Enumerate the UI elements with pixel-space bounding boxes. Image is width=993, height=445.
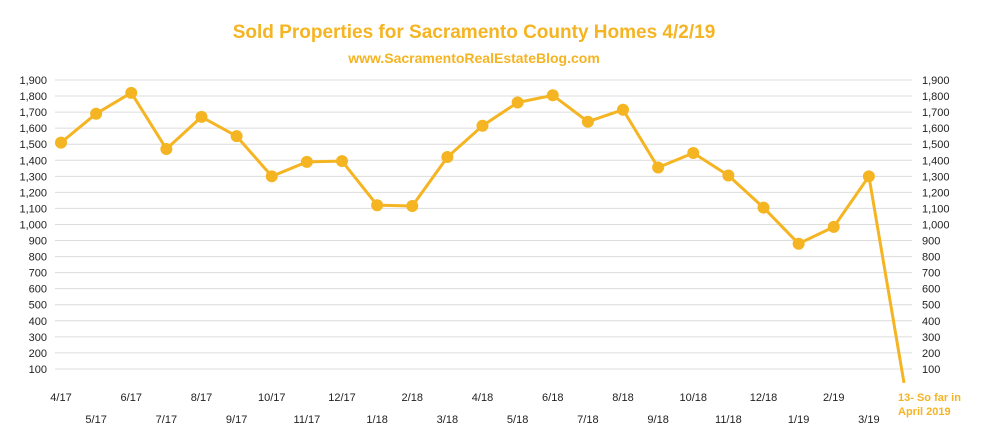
data-point: [90, 107, 103, 120]
chart-title: Sold Properties for Sacramento County Ho…: [233, 22, 716, 43]
y-tick-label-right: 1,100: [922, 203, 950, 215]
y-tick-label-right: 900: [922, 236, 940, 248]
y-tick-label-left: 200: [29, 348, 47, 360]
data-point: [476, 119, 489, 132]
series-sold-properties: [55, 86, 906, 384]
data-point: [617, 103, 629, 116]
x-tick-label: 3/18: [437, 414, 458, 426]
y-tick-label-left: 800: [29, 252, 47, 264]
data-point: [652, 161, 665, 174]
data-point: [265, 170, 278, 183]
data-point: [441, 151, 454, 164]
y-tick-label-right: 1,900: [922, 75, 950, 87]
y-tick-label-left: 300: [29, 332, 47, 344]
y-axis-right: 100 200 300 400 500 600 700 800 900 1,000 1,100 1,2…: [922, 75, 950, 376]
x-tick-label: 2/18: [402, 392, 423, 404]
y-tick-label-right: 1,700: [922, 107, 950, 119]
x-tick-label: 1/18: [366, 414, 387, 426]
y-tick-label-right: 1,500: [922, 139, 950, 151]
x-tick-label: 4/17: [50, 392, 71, 404]
x-tick-label: 6/17: [121, 392, 142, 404]
y-tick-label-right: 1,300: [922, 171, 950, 183]
y-tick-label-right: 400: [922, 316, 940, 328]
y-tick-label-left: 1,600: [19, 123, 47, 135]
data-point: [195, 110, 208, 123]
y-tick-label-right: 1,000: [922, 219, 950, 231]
data-point: [371, 199, 384, 212]
x-tick-label: 10/17: [258, 392, 286, 404]
x-tick-label: 8/18: [612, 392, 633, 404]
y-tick-label-left: 1,900: [19, 75, 47, 87]
data-point: [406, 200, 419, 213]
y-tick-label-left: 1,000: [19, 219, 47, 231]
y-tick-label-right: 600: [922, 284, 940, 296]
y-tick-label-left: 1,500: [19, 139, 47, 151]
y-tick-label-right: 500: [922, 300, 940, 312]
x-tick-label: 3/19: [858, 414, 879, 426]
data-point: [722, 169, 735, 182]
x-tick-label: 1/19: [788, 414, 809, 426]
data-point: [230, 130, 243, 143]
x-tick-label: 9/18: [647, 414, 668, 426]
y-tick-label-left: 400: [29, 316, 47, 328]
y-tick-label-left: 1,800: [19, 91, 47, 103]
chart-subtitle: www.SacramentoRealEstateBlog.com: [347, 50, 600, 66]
x-tick-label: 5/18: [507, 414, 528, 426]
y-tick-label-left: 600: [29, 284, 47, 296]
y-tick-label-right: 1,200: [922, 187, 950, 199]
x-tick-label: 6/18: [542, 392, 563, 404]
data-point: [160, 143, 173, 156]
x-tick-label: 12/18: [750, 392, 778, 404]
y-axis-left: 100 200 300 400 500 600 700 800 900 1,000 1,100 1,2…: [19, 75, 47, 376]
y-tick-label-right: 1,600: [922, 123, 950, 135]
data-point: [862, 170, 875, 183]
data-point: [511, 96, 524, 109]
annotation-line1: 13- So far in: [898, 392, 961, 404]
x-tick-label: 7/17: [156, 414, 177, 426]
y-tick-label-left: 1,200: [19, 187, 47, 199]
y-tick-label-left: 900: [29, 236, 47, 248]
x-tick-label: 7/18: [577, 414, 598, 426]
x-tick-label: 8/17: [191, 392, 212, 404]
data-point: [546, 89, 559, 102]
gridlines: [55, 79, 912, 370]
series-line: [60, 91, 906, 384]
y-tick-label-left: 100: [29, 364, 47, 376]
data-point: [336, 155, 348, 168]
data-point: [125, 86, 138, 99]
x-tick-label: 11/18: [715, 414, 742, 426]
y-tick-label-left: 1,400: [19, 155, 47, 167]
y-tick-label-right: 100: [922, 364, 940, 376]
y-tick-label-right: 300: [922, 332, 940, 344]
y-tick-label-left: 1,300: [19, 171, 47, 183]
x-tick-label: 11/17: [294, 414, 321, 426]
y-tick-label-right: 1,800: [922, 91, 950, 103]
x-tick-label: 2/19: [823, 392, 844, 404]
y-tick-label-right: 700: [922, 268, 940, 280]
annotation-line2: April 2019: [898, 406, 951, 418]
y-tick-label-right: 800: [922, 252, 940, 264]
y-tick-label-left: 1,700: [19, 107, 47, 119]
y-tick-label-left: 700: [29, 268, 47, 280]
y-tick-label-right: 1,400: [922, 155, 950, 167]
data-point: [687, 147, 700, 160]
y-tick-label-left: 500: [29, 300, 47, 312]
x-tick-label: 12/17: [328, 392, 356, 404]
data-point: [581, 115, 594, 128]
x-axis: 4/17 5/17 6/17 7/17 8/17 9/17 10/17 11/17 12/17 1…: [50, 392, 879, 426]
x-tick-label: 5/17: [85, 414, 106, 426]
y-tick-label-right: 200: [922, 348, 940, 360]
data-point: [55, 136, 67, 149]
data-point: [300, 155, 313, 168]
y-tick-label-left: 1,100: [19, 203, 47, 215]
x-tick-label: 10/18: [679, 392, 707, 404]
data-point: [792, 237, 805, 250]
data-point: [827, 220, 840, 233]
data-point: [757, 201, 770, 214]
x-tick-label: 4/18: [472, 392, 493, 404]
x-tick-label: 9/17: [226, 414, 247, 426]
